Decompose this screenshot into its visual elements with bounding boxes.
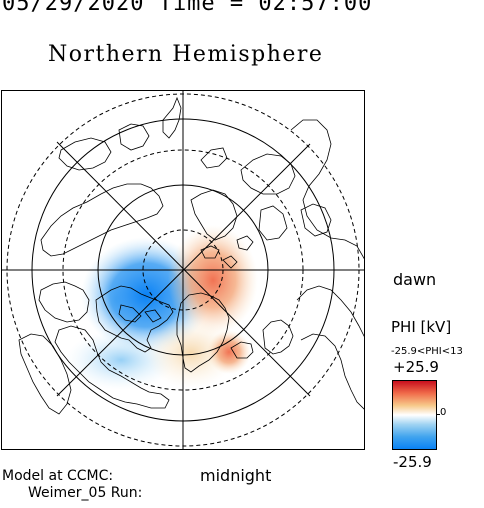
- meridian-lines: [1, 90, 365, 450]
- model-label: Model at CCMC:: [2, 468, 114, 484]
- legend-title: PHI [kV]: [391, 318, 452, 336]
- plot-title: Northern Hemisphere: [48, 42, 324, 67]
- map-frame: [1, 90, 365, 450]
- colorbar-zero-tick: [436, 414, 440, 415]
- coastlines: [18, 96, 365, 415]
- legend-zero-label: 0: [440, 407, 447, 418]
- legend-range: -25.9<PHI<13: [391, 346, 463, 357]
- midnight-label: midnight: [200, 466, 272, 485]
- legend-max-label: +25.9: [393, 358, 439, 376]
- polar-potential-map: [1, 90, 365, 450]
- run-label: Weimer_05 Run:: [28, 485, 143, 501]
- dawn-label: dawn: [393, 270, 437, 289]
- date-time-header: 05/29/2020 Time = 02:57:00: [2, 0, 373, 16]
- colorbar: [392, 380, 437, 450]
- potential-pattern: [66, 225, 258, 390]
- legend-min-label: -25.9: [393, 453, 432, 471]
